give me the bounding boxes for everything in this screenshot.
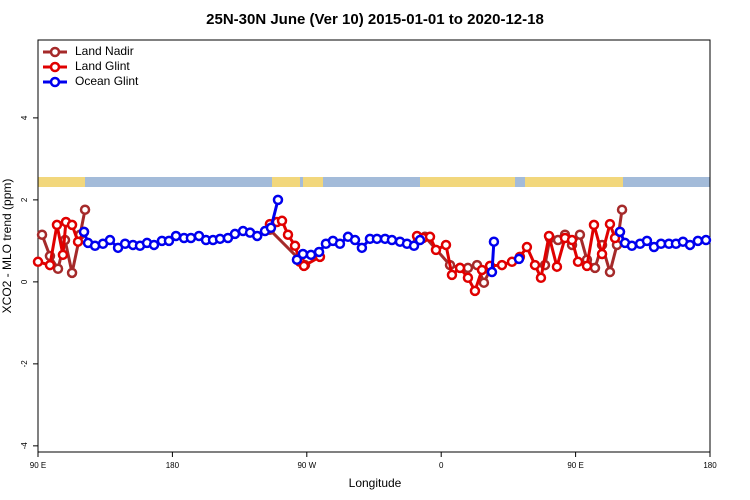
legend-marker: [49, 46, 61, 58]
x-tick-label: 90 E: [567, 461, 583, 470]
data-point: [488, 236, 500, 247]
chart-title: 25N-30N June (Ver 10) 2015-01-01 to 2020…: [206, 11, 544, 28]
x-tick-label: 90 W: [297, 461, 316, 470]
data-point: [414, 234, 426, 246]
data-point: [57, 249, 69, 261]
data-point: [148, 239, 160, 251]
legend-label: Land Nadir: [75, 44, 134, 58]
data-point: [36, 229, 48, 240]
data-point: [32, 256, 44, 268]
data-point: [272, 194, 284, 206]
data-point: [229, 228, 241, 240]
data-point: [313, 246, 325, 258]
data-point: [163, 235, 175, 247]
data-point: [478, 277, 490, 288]
data-point: [349, 234, 361, 246]
data-point: [79, 204, 91, 215]
x-tick-label: 0: [439, 461, 444, 470]
y-tick-label: 2: [20, 197, 29, 202]
data-point: [572, 256, 584, 268]
data-point: [476, 264, 488, 276]
data-point: [521, 241, 533, 253]
legend-marker: [49, 76, 61, 88]
data-point: [641, 235, 653, 247]
data-point: [424, 231, 436, 243]
data-point: [684, 239, 696, 251]
data-point: [454, 262, 466, 274]
x-tick-label: 90 E: [30, 461, 46, 470]
data-point: [604, 266, 616, 278]
legend-label: Land Glint: [75, 59, 130, 73]
plot-frame: [37, 39, 711, 453]
data-point: [119, 238, 131, 249]
data-point: [185, 232, 197, 244]
data-point: [66, 219, 78, 231]
data-point: [276, 215, 288, 227]
data-point: [440, 239, 452, 251]
data-point: [469, 285, 481, 297]
x-axis-label: Longitude: [349, 476, 402, 490]
y-tick-label: -2: [20, 360, 29, 368]
data-point: [604, 218, 616, 230]
y-tick-label: 0: [20, 279, 29, 284]
data-point: [589, 262, 601, 274]
data-point: [386, 234, 398, 246]
data-point: [282, 229, 294, 240]
data-point: [486, 266, 498, 278]
map-strip: [38, 177, 710, 187]
data-point: [626, 240, 638, 252]
data-point: [334, 238, 346, 249]
data-point: [297, 248, 309, 260]
data-point: [356, 242, 368, 254]
data-point: [551, 261, 563, 272]
data-point: [535, 272, 547, 284]
data-point: [529, 259, 541, 271]
data-point: [462, 272, 474, 284]
series-line: [416, 219, 622, 295]
data-point: [291, 254, 303, 265]
data-point: [170, 230, 182, 242]
data-point: [78, 226, 90, 238]
y-tick-label: 4: [20, 115, 29, 120]
data-point: [446, 269, 458, 281]
data-point: [72, 236, 84, 247]
data-point: [51, 219, 63, 231]
data-point: [692, 235, 704, 247]
y-axis-label: XCO2 - MLO trend (ppm): [0, 179, 14, 314]
legend-marker: [49, 61, 61, 73]
data-point: [596, 248, 608, 260]
y-tick-label: -4: [20, 442, 29, 450]
data-point: [430, 244, 442, 256]
data-point: [265, 222, 277, 234]
legend-label: Ocean Glint: [75, 74, 139, 88]
data-point: [251, 230, 263, 242]
data-point: [44, 259, 56, 271]
x-tick-label: 180: [703, 461, 717, 470]
data-point: [588, 219, 600, 231]
data-point: [543, 230, 555, 242]
data-point: [513, 253, 525, 265]
x-tick-label: 180: [166, 461, 180, 470]
data-point: [581, 260, 593, 272]
data-point: [371, 233, 383, 245]
data-point: [305, 249, 317, 261]
data-point: [574, 229, 586, 240]
data-point: [566, 234, 578, 246]
data-point: [104, 234, 116, 246]
data-point: [614, 226, 626, 238]
data-point: [408, 240, 420, 252]
data-point: [298, 260, 310, 272]
data-point: [52, 263, 64, 275]
data-point: [616, 204, 628, 215]
data-point: [496, 259, 508, 271]
data-point: [66, 267, 78, 279]
data-point: [289, 240, 301, 252]
data-point: [700, 234, 712, 246]
